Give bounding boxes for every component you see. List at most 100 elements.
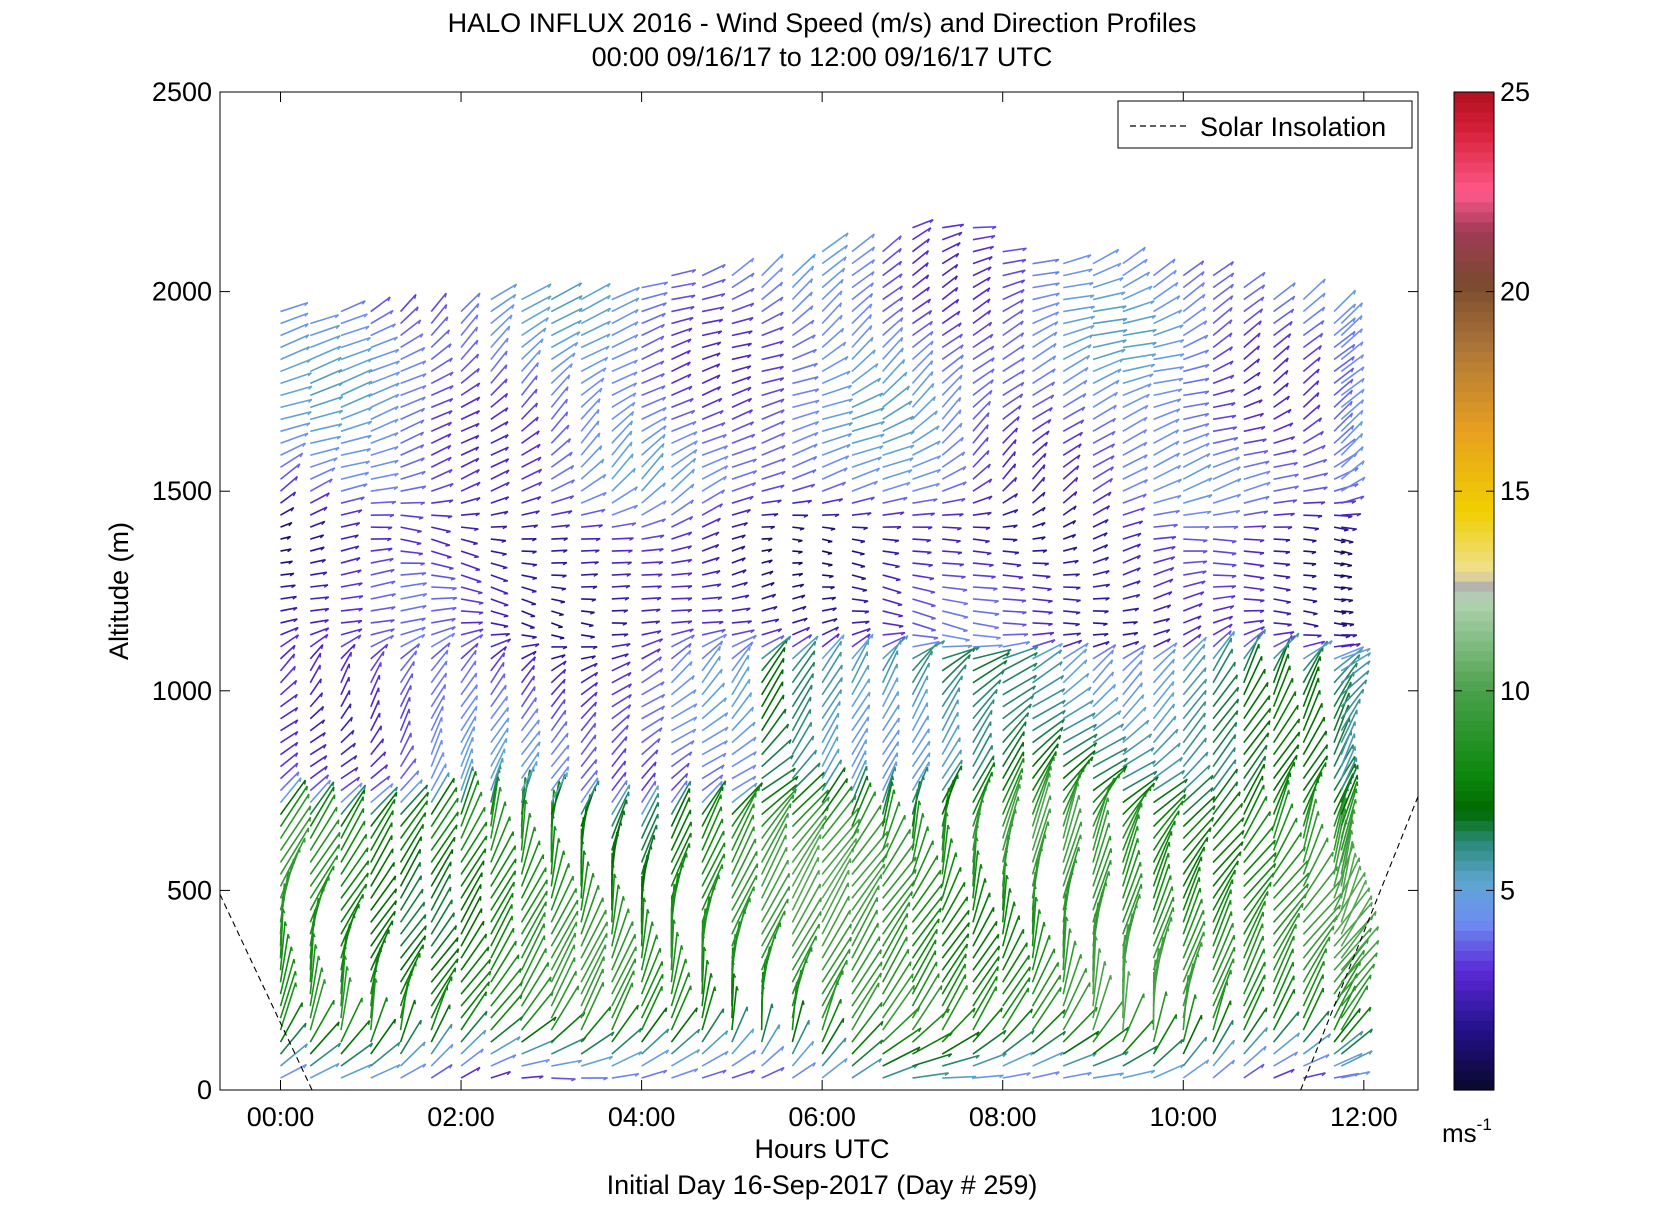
wind-vector-shaft [611,420,633,444]
wind-vector-head [422,582,427,587]
wind-vector [520,799,528,851]
wind-vector [309,633,329,648]
wind-vector-shaft [882,562,900,568]
wind-vector [821,467,848,480]
wind-vector-shaft [490,574,508,582]
wind-vector [701,409,724,421]
wind-vector-shaft [399,848,421,887]
wind-vector-head [827,564,833,567]
wind-vector-head [451,626,456,631]
wind-vector-shaft [972,598,999,602]
wind-vector-head [308,385,313,390]
wind-vector-head [390,635,395,640]
wind-vector [671,409,696,421]
wind-vector-head [393,336,398,341]
wind-vector [792,583,805,588]
wind-vector [941,622,968,633]
wind-vector-head [304,432,309,437]
wind-vector-shaft [309,467,336,480]
wind-vector-head [813,641,817,646]
wind-vector-shaft [882,336,904,360]
wind-vector-shaft [550,985,580,1031]
wind-vector-head [303,1064,308,1069]
wind-vector-shaft [309,743,327,756]
wind-vector [761,499,782,504]
wind-vector-shaft [761,340,784,349]
wind-vector-head [718,874,720,880]
wind-vector-head [392,862,395,867]
wind-vector [702,620,724,625]
wind-vector-shaft [641,335,665,349]
wind-vector [399,848,421,887]
wind-vector [580,722,597,744]
wind-vector-shaft [611,504,638,516]
wind-vector-shaft [520,879,548,923]
wind-vector-shaft [521,316,549,337]
wind-vector [520,675,535,696]
wind-vector-shaft [340,955,346,1007]
wind-vector-shaft [911,766,929,803]
wind-vector-head [565,398,568,404]
wind-vector-shaft [280,452,304,468]
wind-vector-head [366,448,371,453]
wind-vector-head [454,925,458,931]
wind-vector-shaft [399,999,416,1043]
wind-vector [791,319,815,337]
wind-vector [702,608,723,613]
wind-vector [521,306,551,325]
wind-vector-shaft [851,550,865,555]
wind-vector-head [503,615,509,618]
wind-vector [460,660,477,684]
wind-vector-head [475,512,480,517]
wind-vector-head [627,908,630,914]
wind-vector [279,946,294,995]
wind-vector [551,622,563,629]
wind-vector-shaft [821,909,851,959]
wind-vector [821,302,843,325]
wind-vector [430,705,444,732]
wind-vector-shaft [430,444,452,456]
wind-vector [399,745,414,768]
wind-vector-shaft [611,441,633,468]
wind-vector-head [476,396,481,402]
wind-vector-head [475,340,479,345]
wind-vector-head [421,617,426,622]
wind-vector-shaft [399,812,427,851]
wind-vector-shaft [430,695,445,720]
wind-vector-shaft [370,687,380,708]
wind-vector-head [307,372,312,377]
wind-vector [731,375,752,385]
wind-vector [671,620,693,625]
wind-vector-head [840,664,843,670]
wind-vector-shaft [399,720,411,744]
wind-vector [460,512,480,517]
wind-vector-shaft [490,1070,511,1079]
wind-vector-shaft [611,321,639,337]
wind-vector [760,834,787,887]
wind-vector-shaft [430,1043,454,1067]
wind-vector [972,511,992,516]
wind-vector [731,607,751,612]
wind-vector-head [594,734,597,740]
wind-vector-head [569,451,573,457]
wind-vector-shaft [370,725,383,744]
wind-vector-shaft [490,940,517,983]
wind-vector-head [563,679,566,684]
wind-vector-head [928,741,931,746]
wind-vector [279,837,306,887]
wind-vector [340,434,372,445]
wind-vector-head [849,937,852,942]
wind-vector [370,580,396,588]
wind-vector-shaft [792,388,819,397]
wind-vector-shaft [701,503,723,516]
wind-vector-shaft [430,976,453,1019]
wind-vector [641,620,661,625]
wind-vector-shaft [611,549,633,552]
wind-vector-shaft [460,610,484,614]
wind-vector [340,742,356,756]
wind-vector [430,836,456,875]
wind-vector [551,574,567,578]
wind-vector-shaft [611,1072,639,1079]
wind-vector [340,766,359,780]
wind-vector [370,650,385,672]
